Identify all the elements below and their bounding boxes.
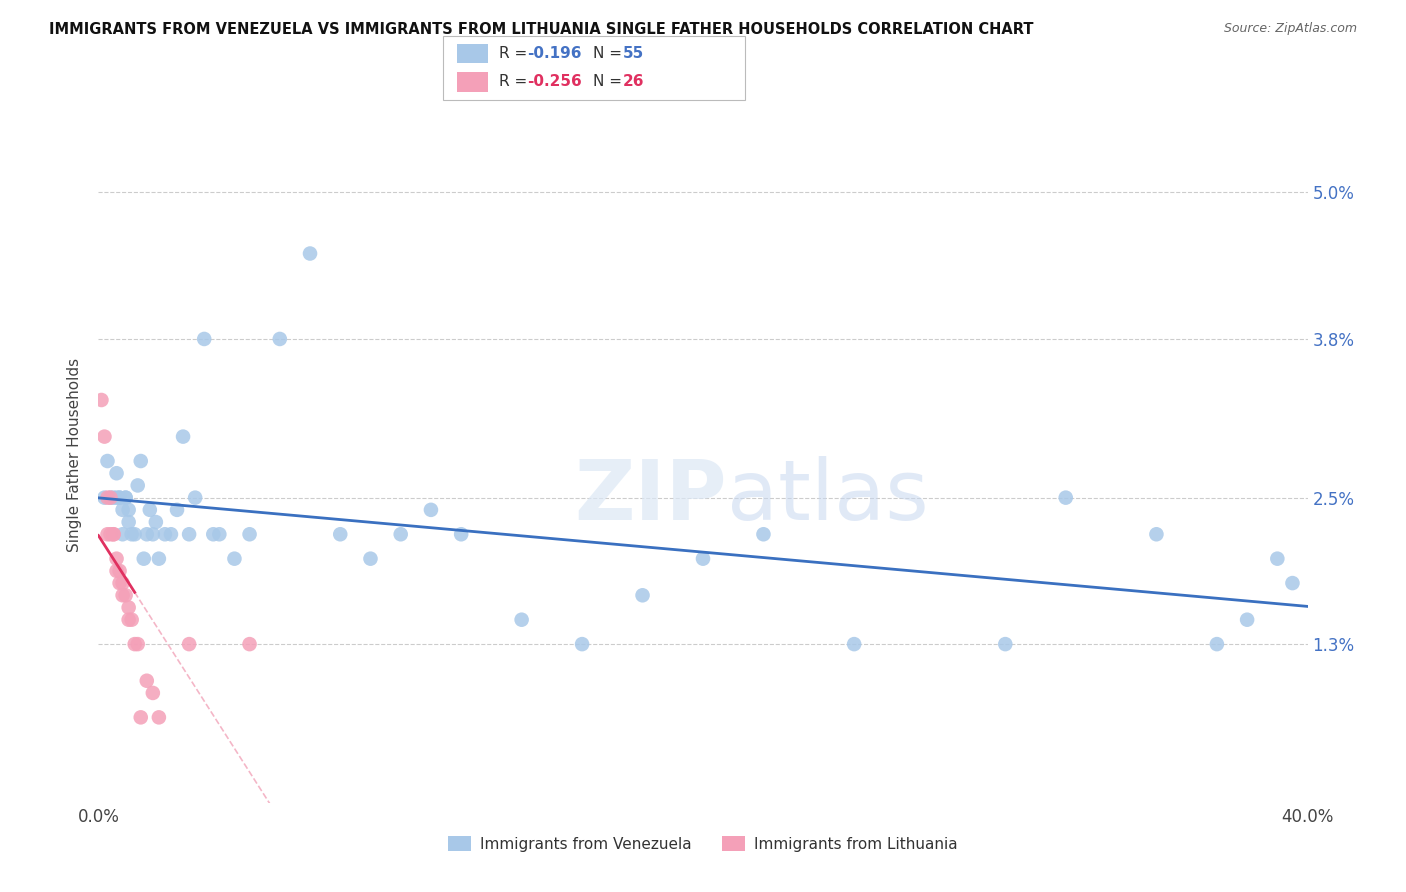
Text: -0.196: -0.196 <box>527 46 582 62</box>
Point <box>114 588 136 602</box>
Point <box>208 527 231 541</box>
Point <box>142 686 165 700</box>
Point <box>752 527 775 541</box>
Point <box>121 613 143 627</box>
Point <box>96 491 118 505</box>
Point <box>510 613 533 627</box>
Point <box>631 588 654 602</box>
Text: IMMIGRANTS FROM VENEZUELA VS IMMIGRANTS FROM LITHUANIA SINGLE FATHER HOUSEHOLDS : IMMIGRANTS FROM VENEZUELA VS IMMIGRANTS … <box>49 22 1033 37</box>
Point <box>148 710 170 724</box>
Point <box>329 527 352 541</box>
Point <box>118 515 141 529</box>
Point <box>93 491 115 505</box>
Point <box>571 637 593 651</box>
Text: Source: ZipAtlas.com: Source: ZipAtlas.com <box>1223 22 1357 36</box>
Point <box>1144 527 1167 541</box>
Point <box>145 515 167 529</box>
Point <box>127 637 149 651</box>
Point <box>124 527 146 541</box>
Point <box>202 527 225 541</box>
Point <box>135 527 157 541</box>
Text: ZIP: ZIP <box>575 456 727 537</box>
Text: atlas: atlas <box>727 456 929 537</box>
Point <box>118 613 141 627</box>
Point <box>111 527 134 541</box>
Point <box>105 491 128 505</box>
Point <box>172 429 194 443</box>
Point <box>96 527 118 541</box>
Point <box>153 527 176 541</box>
Point <box>114 491 136 505</box>
Point <box>692 551 714 566</box>
Point <box>132 551 155 566</box>
Point <box>118 600 141 615</box>
Point <box>239 637 262 651</box>
Point <box>105 467 128 481</box>
Point <box>142 527 165 541</box>
Point <box>100 491 122 505</box>
Point <box>450 527 472 541</box>
Point <box>111 576 134 591</box>
Point <box>96 454 118 468</box>
Point <box>121 527 143 541</box>
Point <box>100 491 122 505</box>
Legend: Immigrants from Venezuela, Immigrants from Lithuania: Immigrants from Venezuela, Immigrants fr… <box>441 830 965 858</box>
Point <box>103 527 125 541</box>
Point <box>127 478 149 492</box>
Point <box>166 503 188 517</box>
Text: 26: 26 <box>623 74 644 89</box>
Point <box>111 588 134 602</box>
Text: -0.256: -0.256 <box>527 74 582 89</box>
Point <box>184 491 207 505</box>
Point <box>160 527 183 541</box>
Point <box>108 491 131 505</box>
Point <box>360 551 382 566</box>
Point <box>108 564 131 578</box>
Point <box>179 637 201 651</box>
Point <box>105 551 128 566</box>
Point <box>148 551 170 566</box>
Point <box>844 637 866 651</box>
Point <box>239 527 262 541</box>
Point <box>193 332 215 346</box>
Point <box>139 503 162 517</box>
Point <box>1281 576 1303 591</box>
Point <box>179 527 201 541</box>
Point <box>129 710 152 724</box>
Y-axis label: Single Father Households: Single Father Households <box>67 358 83 552</box>
Point <box>129 454 152 468</box>
Text: R =: R = <box>499 46 533 62</box>
Point <box>114 491 136 505</box>
Point <box>1236 613 1258 627</box>
Point <box>299 246 322 260</box>
Point <box>93 429 115 443</box>
Point <box>118 503 141 517</box>
Text: N =: N = <box>593 74 627 89</box>
Point <box>389 527 412 541</box>
Text: N =: N = <box>593 46 627 62</box>
Point <box>111 503 134 517</box>
Point <box>124 637 146 651</box>
Point <box>994 637 1017 651</box>
Point <box>135 673 157 688</box>
Point <box>224 551 246 566</box>
Point <box>1206 637 1229 651</box>
Point <box>108 491 131 505</box>
Point <box>103 527 125 541</box>
Point <box>108 576 131 591</box>
Point <box>1267 551 1289 566</box>
Point <box>90 392 112 407</box>
Point <box>269 332 291 346</box>
Text: 55: 55 <box>623 46 644 62</box>
Point <box>1054 491 1077 505</box>
Point <box>105 564 128 578</box>
Point <box>103 491 125 505</box>
Point <box>100 527 122 541</box>
Text: R =: R = <box>499 74 533 89</box>
Point <box>420 503 443 517</box>
